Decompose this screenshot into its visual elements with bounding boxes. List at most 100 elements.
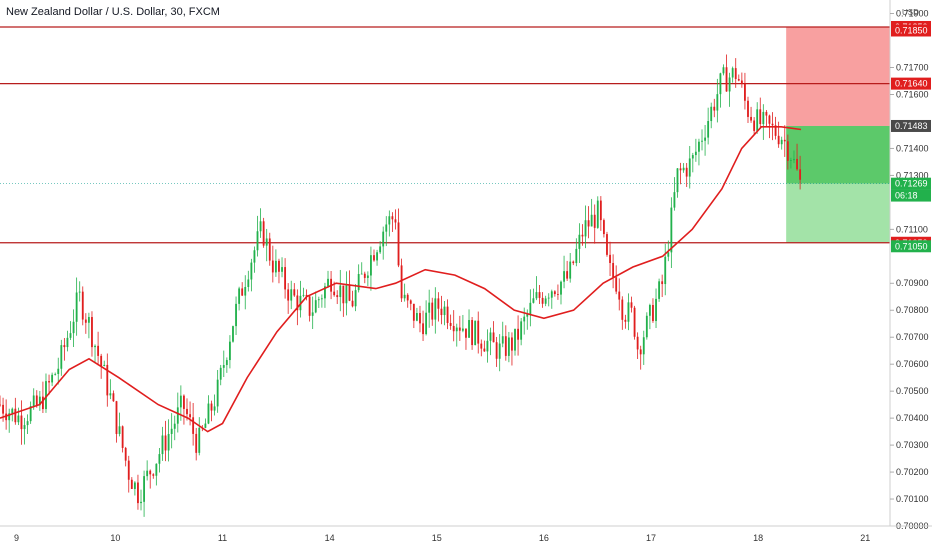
candle-body — [11, 408, 14, 414]
candle-body — [32, 395, 35, 407]
candle-body — [388, 216, 391, 225]
candle-body — [296, 295, 299, 311]
candle-body — [84, 319, 87, 323]
candle-body — [339, 285, 342, 298]
candle-body — [5, 413, 8, 421]
candle-body — [799, 169, 802, 180]
candle-body — [694, 151, 697, 156]
candle-body — [431, 302, 434, 320]
candle-body — [38, 396, 41, 406]
candle-body — [100, 355, 103, 366]
candle-body — [23, 425, 26, 430]
price-tick-label: 0.70900 — [896, 278, 929, 288]
candle-body — [455, 327, 458, 332]
candle-body — [575, 248, 578, 264]
candle-body — [327, 278, 329, 287]
candle-body — [137, 482, 139, 504]
candle-body — [78, 291, 81, 293]
candle-body — [596, 200, 599, 228]
candle-body — [520, 321, 523, 340]
candle-body — [777, 135, 780, 145]
candle-body — [81, 291, 84, 320]
candle-body — [747, 100, 749, 117]
candle-body — [698, 141, 700, 152]
time-tick-label: 14 — [325, 533, 335, 543]
candle-body — [314, 300, 317, 313]
candle-body — [357, 274, 360, 291]
candle-body — [765, 111, 768, 116]
candle-body — [72, 321, 75, 334]
candle-body — [593, 214, 596, 228]
candle-body — [204, 423, 207, 428]
candle-body — [553, 291, 556, 295]
candle-body — [235, 303, 237, 327]
candle-body — [486, 340, 489, 352]
moving-average-line — [0, 126, 802, 433]
candle-body — [498, 343, 501, 359]
candle-body — [477, 320, 480, 344]
profit-zone-filled — [786, 125, 890, 184]
candle-body — [796, 158, 798, 170]
candle-body — [658, 281, 661, 299]
candle-body — [210, 403, 213, 411]
candle-body — [753, 120, 756, 131]
candle-body — [740, 80, 743, 84]
candle-body — [207, 403, 210, 424]
price-tick-label: 0.71700 — [896, 62, 929, 72]
candle-body — [676, 168, 679, 193]
candles-group — [0, 54, 802, 517]
price-tag-label: 0.71050 — [895, 241, 928, 251]
candle-body — [581, 234, 584, 237]
candle-body — [452, 325, 455, 332]
candle-body — [155, 463, 158, 476]
candle-body — [750, 116, 752, 121]
candle-body — [621, 299, 624, 320]
candle-body — [507, 337, 510, 356]
candle-body — [262, 221, 265, 246]
candle-body — [320, 298, 323, 300]
candle-body — [716, 94, 719, 111]
candle-body — [566, 271, 569, 279]
candle-body — [461, 328, 464, 331]
candle-body — [253, 250, 256, 263]
price-tag — [891, 24, 931, 37]
candle-body — [228, 341, 231, 361]
candle-body — [783, 139, 786, 142]
candle-body — [60, 345, 63, 369]
candle-body — [35, 395, 38, 406]
candle-body — [186, 408, 188, 415]
candle-body — [268, 238, 271, 261]
candle-body — [517, 328, 519, 340]
candle-body — [324, 286, 326, 299]
candle-body — [219, 367, 222, 380]
price-tick-label: 0.71900 — [896, 8, 929, 18]
candle-body — [363, 273, 366, 278]
price-tag-label: 0.71850 — [895, 25, 928, 35]
price-tag-label: 06:18 — [895, 191, 918, 201]
candle-body — [397, 222, 400, 266]
profit-zone-remaining — [786, 183, 890, 243]
candle-body — [691, 155, 694, 159]
candle-body — [541, 297, 544, 304]
candle-body — [241, 288, 244, 296]
candle-body — [471, 320, 474, 346]
candle-body — [54, 373, 57, 375]
candle-body — [713, 106, 716, 111]
stop-loss-zone — [786, 26, 890, 126]
candle-body — [630, 302, 633, 308]
time-tick-label: 16 — [539, 533, 549, 543]
candle-body — [20, 415, 23, 430]
candle-body — [192, 417, 195, 434]
candle-body — [682, 167, 685, 171]
price-tick-label: 0.71100 — [896, 224, 928, 234]
candle-body — [403, 294, 406, 299]
candle-body — [17, 415, 20, 423]
candle-body — [786, 141, 789, 161]
candle-body — [731, 68, 734, 78]
price-tag-label: 0.71269 — [895, 179, 928, 189]
candle-body — [704, 137, 706, 141]
candle-body — [124, 447, 127, 461]
candle-body — [149, 470, 152, 475]
candle-body — [495, 342, 498, 359]
